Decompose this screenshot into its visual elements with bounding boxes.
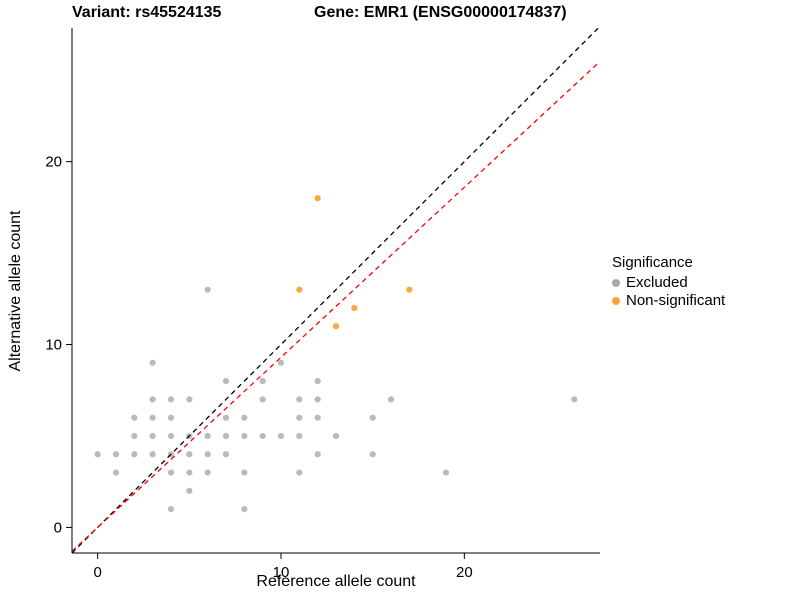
x-axis-label: Reference allele count xyxy=(256,573,416,590)
legend-item-label: Excluded xyxy=(626,274,688,291)
svg-text:20: 20 xyxy=(45,154,62,171)
legend: Significance Excluded Non-significant xyxy=(612,254,725,310)
legend-title: Significance xyxy=(612,254,693,271)
legend-item-nonsignificant: Non-significant xyxy=(612,292,725,310)
legend-item-label: Non-significant xyxy=(626,292,726,309)
svg-text:0: 0 xyxy=(54,519,62,536)
svg-text:20: 20 xyxy=(456,564,473,581)
svg-text:10: 10 xyxy=(45,337,62,354)
legend-item-excluded: Excluded xyxy=(612,274,725,292)
gene-title: Gene: EMR1 (ENSG00000174837) xyxy=(314,4,567,21)
excluded-dot-icon xyxy=(612,279,620,287)
svg-text:0: 0 xyxy=(93,564,101,581)
svg-text:10: 10 xyxy=(273,564,290,581)
nonsignificant-dot-icon xyxy=(612,297,620,305)
variant-title: Variant: rs45524135 xyxy=(72,4,222,21)
y-axis-label: Alternative allele count xyxy=(7,210,24,372)
